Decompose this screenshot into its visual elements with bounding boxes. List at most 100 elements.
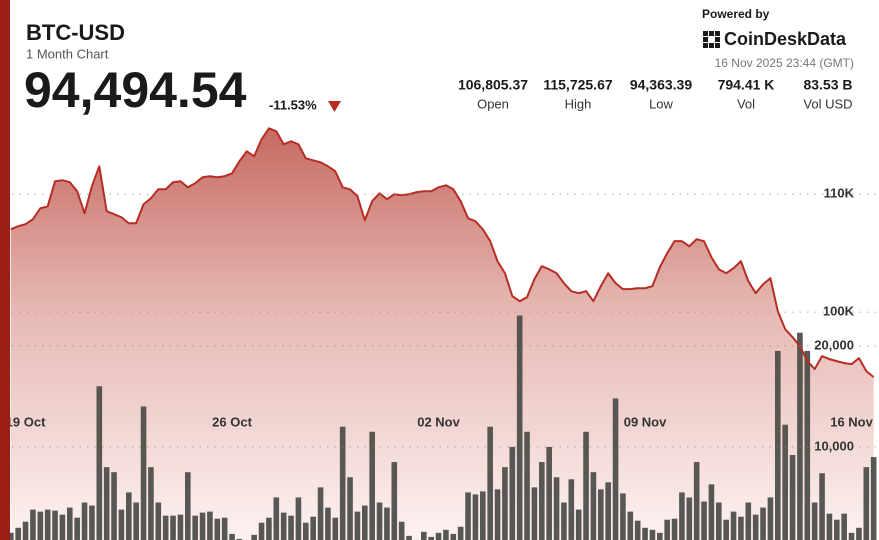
volume-bar: [472, 494, 479, 540]
volume-bar: [221, 517, 228, 540]
volume-bar: [531, 487, 538, 540]
volume-bar: [716, 502, 722, 540]
volume-bar: [140, 406, 147, 540]
x-tick-label: 16 Nov: [830, 414, 873, 429]
volume-bar: [819, 473, 825, 540]
volume-bar: [185, 472, 191, 540]
volume-bar: [775, 350, 781, 540]
volume-bar: [362, 505, 368, 540]
stat-label: High: [565, 96, 592, 111]
volume-bar: [303, 522, 309, 540]
brand: CoinDeskData: [724, 29, 847, 49]
volume-bar: [8, 532, 14, 540]
volume-bar: [693, 462, 700, 540]
volume-bar: [856, 527, 862, 540]
brand-icon: [703, 31, 720, 48]
volume-bar: [701, 501, 707, 540]
volume-bar: [162, 515, 169, 540]
price: 94,494.54: [24, 62, 247, 118]
volume-bar: [192, 515, 198, 540]
volume-bar: [133, 502, 139, 540]
volume-bar: [863, 467, 870, 540]
volume-bar: [74, 517, 80, 540]
volume-bar: [37, 511, 44, 540]
volume-bar: [89, 505, 95, 540]
volume-bar: [391, 462, 398, 540]
volume-bar: [723, 519, 729, 540]
y-tick-label: 100K: [823, 304, 855, 319]
volume-bar: [649, 529, 656, 540]
volume-bar: [730, 511, 737, 540]
stat-value: 106,805.37: [458, 77, 528, 93]
volume-bar: [738, 516, 744, 540]
volume-bar: [177, 514, 184, 540]
volume-bar: [620, 493, 626, 540]
volume-bar: [236, 538, 243, 540]
volume-bar: [524, 431, 530, 540]
stat-label: Vol USD: [803, 96, 852, 111]
volume-bar: [575, 509, 582, 540]
volume-bar: [288, 515, 294, 540]
volume-bar: [354, 511, 361, 540]
volume-bar: [686, 497, 693, 540]
volume-bar: [745, 502, 752, 540]
volume-bar: [428, 536, 434, 540]
volume-bar: [332, 517, 339, 540]
volume-bar: [657, 532, 663, 540]
volume-bar: [443, 529, 449, 540]
volume-bar: [44, 509, 51, 540]
timestamp: 16 Nov 2025 23:44 (GMT): [715, 56, 854, 70]
volume-bar: [583, 431, 589, 540]
volume-bar: [546, 446, 552, 540]
volume-bar: [797, 332, 803, 540]
volume-bar: [767, 497, 774, 540]
change: -11.53%: [269, 97, 317, 112]
volume-bar: [841, 513, 847, 540]
volume-bar: [752, 514, 759, 540]
volume-bar: [376, 502, 383, 540]
volume-bar: [465, 492, 471, 540]
down-arrow: [328, 101, 341, 112]
stat-label: Open: [477, 96, 509, 111]
y-tick-label: 110K: [824, 186, 855, 201]
volume-bar: [30, 509, 36, 540]
volume-bar: [627, 511, 634, 540]
volume-bar: [760, 507, 766, 540]
volume-bar: [126, 492, 132, 540]
volume-bar: [52, 510, 58, 540]
volume-bar: [450, 533, 457, 540]
volume-bar: [789, 455, 796, 540]
volume-bar: [103, 467, 110, 540]
volume-bar: [258, 522, 265, 540]
volume-bar: [273, 497, 280, 540]
volume-bar: [280, 512, 287, 540]
stat-label: Vol: [737, 96, 755, 111]
volume-bar: [96, 386, 103, 540]
volume-bar: [421, 531, 427, 540]
volume-bar: [339, 426, 346, 540]
volume-bar: [435, 532, 442, 540]
stats: 106,805.37 Open 115,725.67 High 94,363.39 Low…: [458, 77, 853, 112]
volume-bar: [782, 424, 788, 540]
powered-by: Powered by: [702, 7, 770, 21]
x-tick-label: 19 Oct: [6, 414, 46, 429]
volume-bar: [317, 487, 324, 540]
stat-value: 794.41 K: [718, 77, 775, 93]
volume-bar: [347, 477, 353, 540]
volume-bar: [111, 472, 117, 540]
accent-bar: [0, 0, 10, 540]
volume-bar: [494, 489, 501, 540]
volume-bar: [590, 472, 597, 540]
volume-bar: [67, 507, 73, 540]
volume-bar: [22, 521, 29, 540]
volume-bar: [804, 350, 811, 540]
volume-bar: [384, 507, 390, 540]
volume-bar: [870, 457, 877, 540]
volume-bar: [480, 491, 486, 540]
volume-bar: [398, 521, 405, 540]
volume-bar: [679, 492, 685, 540]
plot-area: 100K 110K 10,000 20,000 19 Oct 26 Oct 02 Nov 09…: [6, 127, 879, 540]
volume-bar: [310, 516, 316, 540]
volume-bar: [15, 527, 21, 540]
